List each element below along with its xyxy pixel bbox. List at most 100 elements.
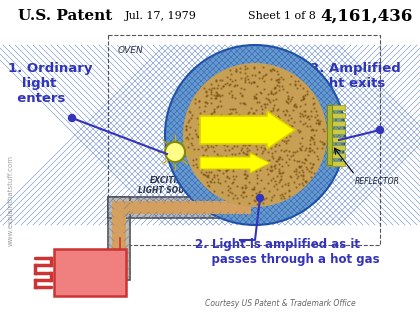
Point [220, 134, 227, 139]
Point [198, 131, 205, 136]
Text: Courtesy US Patent & Trademark Office: Courtesy US Patent & Trademark Office [205, 299, 355, 308]
Point [254, 161, 260, 166]
Point [257, 89, 264, 94]
Point [298, 164, 304, 169]
Point [213, 166, 220, 171]
Point [223, 80, 230, 85]
Point [225, 164, 232, 170]
Point [242, 101, 249, 107]
Point [216, 130, 223, 135]
Point [258, 178, 265, 183]
Point [255, 191, 261, 196]
Point [222, 165, 229, 170]
Point [236, 150, 243, 156]
Point [187, 124, 194, 129]
Point [206, 178, 213, 183]
Point [228, 190, 235, 196]
Point [241, 87, 248, 92]
Point [226, 148, 233, 153]
Point [306, 116, 312, 122]
Point [223, 128, 229, 133]
Point [226, 114, 233, 119]
Point [224, 125, 231, 130]
Point [226, 189, 233, 195]
Point [266, 168, 273, 173]
Point [261, 78, 268, 83]
Point [215, 179, 222, 184]
Point [268, 90, 275, 95]
Point [265, 157, 272, 163]
Point [202, 172, 208, 178]
Point [241, 172, 248, 177]
Point [308, 136, 315, 141]
Point [211, 116, 218, 121]
Point [259, 201, 266, 206]
Point [278, 75, 284, 80]
Point [268, 91, 274, 96]
Point [256, 100, 262, 105]
Point [237, 139, 244, 144]
Point [302, 164, 309, 169]
Point [265, 91, 271, 96]
Point [276, 154, 283, 159]
Point [244, 66, 250, 71]
Point [215, 127, 222, 132]
Circle shape [183, 63, 327, 207]
Point [293, 105, 299, 110]
Point [230, 166, 236, 172]
Point [261, 101, 268, 107]
Point [279, 163, 286, 168]
Point [228, 111, 235, 116]
Point [229, 195, 236, 200]
Point [214, 85, 220, 90]
Point [242, 143, 249, 148]
Point [250, 159, 257, 164]
Point [268, 126, 274, 131]
Point [283, 153, 290, 158]
Point [245, 110, 252, 116]
Point [198, 144, 205, 149]
Point [239, 92, 246, 97]
Point [271, 134, 278, 139]
Point [185, 131, 192, 136]
Point [217, 78, 224, 83]
Point [299, 114, 306, 119]
Point [287, 96, 294, 101]
Point [273, 158, 280, 163]
Point [253, 92, 260, 97]
Point [320, 141, 327, 146]
Point [300, 172, 307, 177]
FancyArrow shape [200, 111, 295, 149]
Point [268, 139, 275, 144]
Point [272, 84, 278, 90]
Point [232, 116, 239, 121]
Point [310, 141, 317, 147]
Point [320, 140, 327, 146]
Point [310, 162, 316, 167]
Point [287, 173, 294, 179]
Point [252, 72, 259, 77]
Point [264, 101, 271, 106]
Point [243, 184, 249, 189]
Point [238, 159, 245, 164]
Point [237, 91, 244, 96]
Point [260, 101, 267, 107]
Point [307, 135, 314, 140]
Point [204, 180, 210, 185]
Point [218, 86, 225, 91]
Text: Sheet 1 of 8: Sheet 1 of 8 [248, 11, 316, 21]
Point [274, 106, 281, 111]
Point [210, 113, 217, 118]
Point [232, 82, 239, 87]
Point [212, 113, 219, 118]
Bar [108, 197, 130, 218]
Point [184, 145, 191, 150]
Text: 2. Light is amplified as it
    passes through a hot gas: 2. Light is amplified as it passes throu… [195, 238, 380, 266]
Point [203, 169, 210, 174]
Point [299, 93, 306, 98]
Point [212, 140, 218, 146]
Point [208, 176, 215, 181]
Point [255, 136, 261, 141]
Point [232, 77, 239, 82]
Point [239, 186, 245, 191]
